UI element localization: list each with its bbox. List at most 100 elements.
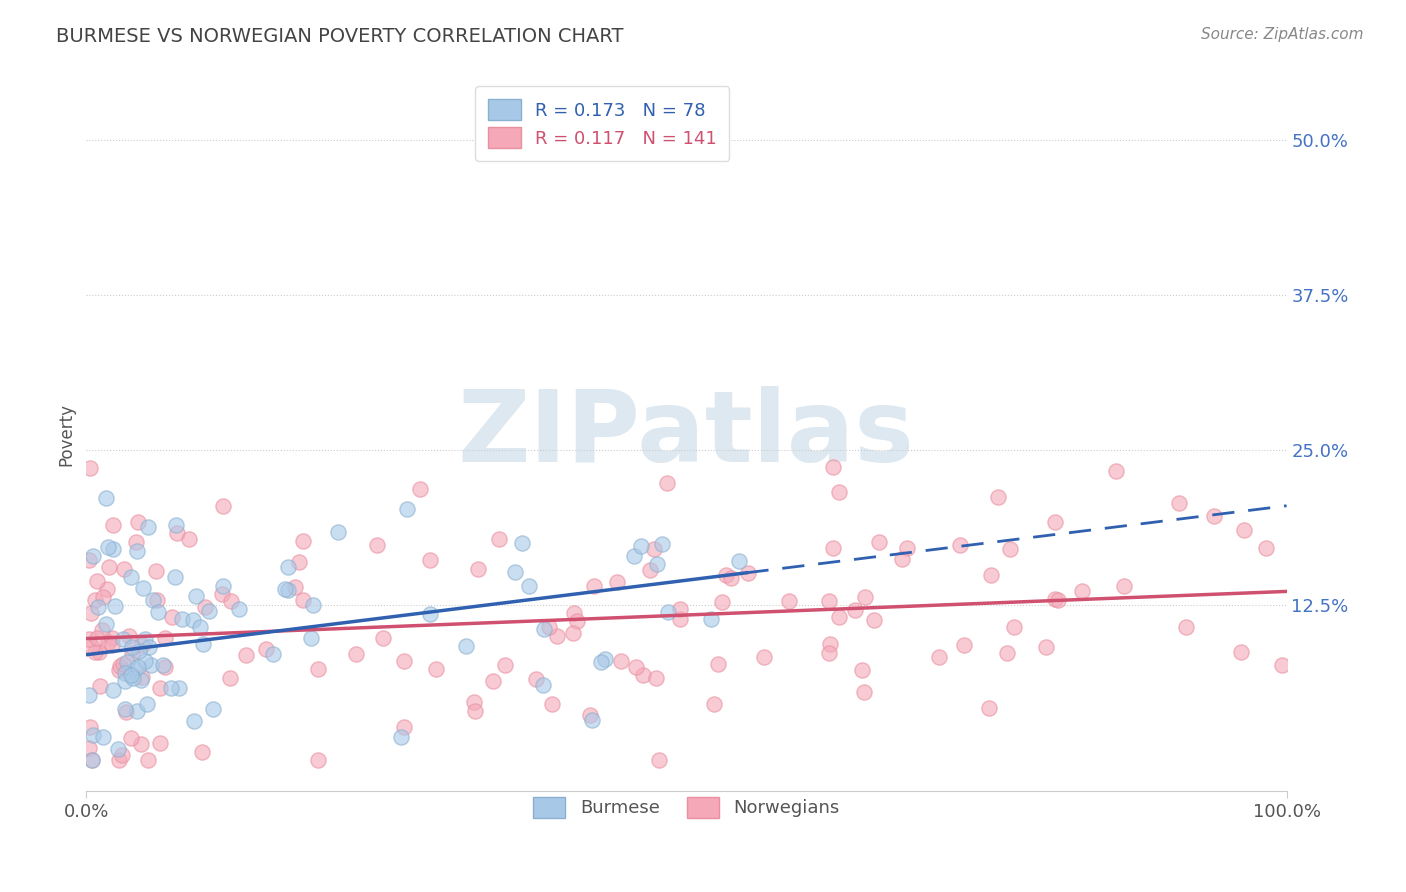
Point <box>818 594 841 608</box>
Point <box>198 604 221 618</box>
Point <box>720 571 742 585</box>
Point <box>141 658 163 673</box>
Point <box>307 662 329 676</box>
Point <box>987 490 1010 504</box>
Point <box>138 520 160 534</box>
Point <box>188 620 211 634</box>
Point <box>737 566 759 580</box>
Point <box>533 623 555 637</box>
Point <box>254 641 277 656</box>
Point <box>456 639 478 653</box>
Point <box>651 537 673 551</box>
Point <box>524 672 547 686</box>
Point <box>291 534 314 549</box>
Point <box>277 559 299 574</box>
Point <box>510 535 533 549</box>
Point <box>852 684 875 698</box>
Point <box>928 649 950 664</box>
Point <box>228 601 250 615</box>
Point <box>120 668 142 682</box>
Point <box>1233 523 1256 537</box>
Point <box>463 694 485 708</box>
Point <box>212 579 235 593</box>
Point <box>706 657 728 671</box>
Point <box>818 646 841 660</box>
Point <box>89 645 111 659</box>
Point <box>111 747 134 762</box>
Point <box>655 476 678 491</box>
Point <box>823 541 845 555</box>
Point <box>591 655 613 669</box>
Point <box>115 656 138 670</box>
Text: Source: ZipAtlas.com: Source: ZipAtlas.com <box>1201 27 1364 42</box>
Point <box>1043 592 1066 607</box>
Point <box>142 593 165 607</box>
Point <box>160 609 183 624</box>
Point <box>125 543 148 558</box>
Point <box>1071 584 1094 599</box>
Point <box>191 745 214 759</box>
Point <box>977 701 1000 715</box>
Point <box>778 594 800 608</box>
Point <box>146 605 169 619</box>
Point <box>191 637 214 651</box>
Point <box>167 681 190 696</box>
Point <box>727 554 749 568</box>
Point <box>211 499 233 513</box>
Point <box>818 637 841 651</box>
Point <box>83 592 105 607</box>
Point <box>121 646 143 660</box>
Point <box>425 663 447 677</box>
Point <box>82 753 104 767</box>
Point <box>481 674 503 689</box>
Text: BURMESE VS NORWEGIAN POVERTY CORRELATION CHART: BURMESE VS NORWEGIAN POVERTY CORRELATION… <box>56 27 624 45</box>
Point <box>700 612 723 626</box>
Point <box>118 629 141 643</box>
Point <box>202 702 225 716</box>
Point <box>890 552 912 566</box>
Legend: Burmese, Norwegians: Burmese, Norwegians <box>526 789 848 825</box>
Point <box>101 541 124 556</box>
Point <box>86 574 108 588</box>
Point <box>79 461 101 475</box>
Point <box>101 638 124 652</box>
Point <box>97 635 120 649</box>
Point <box>138 640 160 655</box>
Point <box>77 741 100 756</box>
Point <box>851 663 873 677</box>
Point <box>561 625 583 640</box>
Point <box>828 485 851 500</box>
Point <box>97 541 120 555</box>
Point <box>669 602 692 616</box>
Point <box>125 535 148 549</box>
Point <box>91 590 114 604</box>
Point <box>136 698 159 712</box>
Point <box>235 648 257 662</box>
Text: ZIPatlas: ZIPatlas <box>458 386 915 483</box>
Point <box>211 587 233 601</box>
Point <box>868 535 890 549</box>
Point <box>165 518 187 533</box>
Point <box>112 561 135 575</box>
Point <box>657 605 679 619</box>
Point <box>643 541 665 556</box>
Point <box>631 668 654 682</box>
Point <box>107 664 129 678</box>
Point <box>541 697 564 711</box>
Point <box>1271 657 1294 672</box>
Point <box>82 549 104 563</box>
Point <box>1105 464 1128 478</box>
Point <box>94 491 117 505</box>
Point <box>121 640 143 654</box>
Point <box>299 631 322 645</box>
Point <box>170 612 193 626</box>
Point <box>114 665 136 680</box>
Point <box>1229 645 1251 659</box>
Point <box>844 603 866 617</box>
Point <box>1174 620 1197 634</box>
Point <box>124 662 146 676</box>
Point <box>136 753 159 767</box>
Point <box>1167 496 1189 510</box>
Y-axis label: Poverty: Poverty <box>58 403 75 466</box>
Point <box>120 731 142 745</box>
